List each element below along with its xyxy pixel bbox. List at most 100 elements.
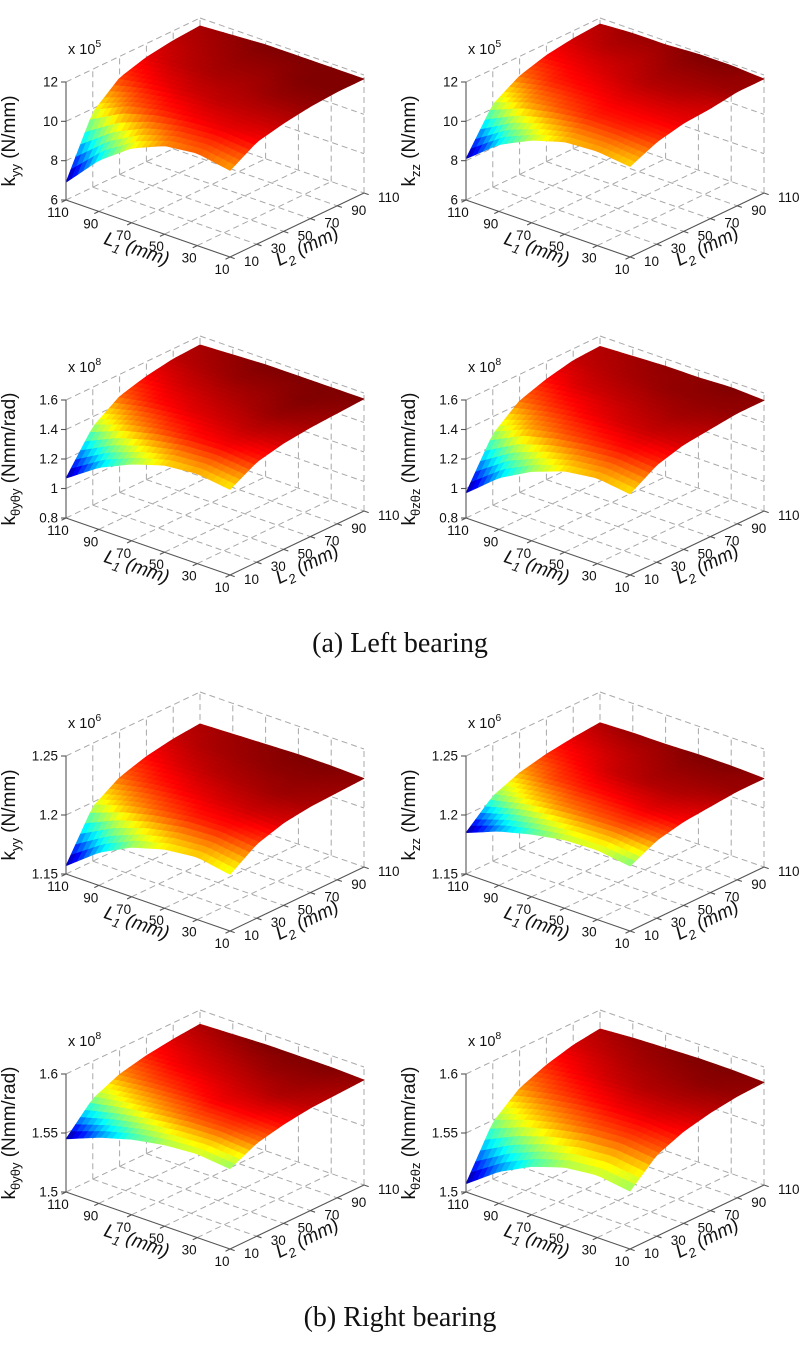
svg-text:70: 70 xyxy=(724,216,739,231)
svg-text:30: 30 xyxy=(271,559,286,574)
svg-text:30: 30 xyxy=(182,925,197,940)
svg-text:90: 90 xyxy=(483,216,498,231)
svg-text:1.2: 1.2 xyxy=(439,452,458,467)
surface-plot-right-ktheta-z: 1.5 1.55 1.6 110 90 70 50 30 10 10 30 50 70 90 110 x 10… xyxy=(400,996,800,1296)
svg-text:90: 90 xyxy=(83,216,98,231)
svg-text:1: 1 xyxy=(450,481,458,496)
svg-text:50: 50 xyxy=(698,546,713,561)
svg-text:110: 110 xyxy=(47,205,69,220)
svg-text:70: 70 xyxy=(116,228,131,243)
svg-text:1.6: 1.6 xyxy=(39,393,58,408)
svg-text:30: 30 xyxy=(582,251,597,266)
svg-text:1.25: 1.25 xyxy=(32,749,58,764)
svg-text:110: 110 xyxy=(47,879,69,894)
svg-text:90: 90 xyxy=(351,521,366,536)
surface-plot-left-ktheta-y: 0.8 1 1.2 1.4 1.6 110 90 70 50 30 10 10 30 50 70 90 110 x… xyxy=(0,322,400,622)
svg-text:110: 110 xyxy=(378,864,400,879)
surface-plot-right-kyy: 1.15 1.2 1.25 110 90 70 50 30 10 10 30 50 70 90 110 x 1… xyxy=(0,678,400,978)
svg-text:30: 30 xyxy=(582,569,597,584)
svg-text:x 108: x 108 xyxy=(468,356,501,376)
svg-text:x 106: x 106 xyxy=(68,712,101,732)
svg-text:x 108: x 108 xyxy=(68,356,101,376)
section-left-bearing: 6 8 10 12 110 90 70 50 30 10 10 30 50 70 90 110 x 105 kyy… xyxy=(0,4,800,666)
svg-text:50: 50 xyxy=(298,546,313,561)
svg-text:6: 6 xyxy=(50,193,58,208)
svg-text:50: 50 xyxy=(298,902,313,917)
svg-text:10: 10 xyxy=(644,254,659,269)
svg-text:30: 30 xyxy=(271,915,286,930)
svg-text:1.2: 1.2 xyxy=(39,452,58,467)
caption-left-bearing: (a) Left bearing xyxy=(312,628,488,659)
surface-plot-left-kzz-canvas: 6 8 10 12 110 90 70 50 30 10 10 30 50 70 90 110 x 105 kzz… xyxy=(400,17,800,277)
svg-text:10: 10 xyxy=(214,262,229,277)
svg-text:70: 70 xyxy=(724,534,739,549)
svg-text:50: 50 xyxy=(549,239,564,254)
left-bearing-plot-grid: 6 8 10 12 110 90 70 50 30 10 10 30 50 70 90 110 x 105 kyy… xyxy=(0,4,800,622)
surface-plot-right-ktheta-y: 1.5 1.55 1.6 110 90 70 50 30 10 10 30 50 70 90 110 x 10… xyxy=(0,996,400,1296)
caption-right-bearing: (b) Right bearing xyxy=(303,1302,497,1333)
svg-text:30: 30 xyxy=(182,569,197,584)
svg-text:90: 90 xyxy=(351,877,366,892)
surface-plot-left-ktheta-z: 0.8 1 1.2 1.4 1.6 110 90 70 50 30 10 10 30 50 70 90 110 x… xyxy=(400,322,800,622)
svg-text:1.15: 1.15 xyxy=(32,867,58,882)
svg-text:10: 10 xyxy=(244,572,259,587)
svg-text:70: 70 xyxy=(116,902,131,917)
surface-plot-right-kyy-canvas: 1.15 1.2 1.25 110 90 70 50 30 10 10 30 50 70 90 110 x 1… xyxy=(0,691,400,951)
svg-text:x 105: x 105 xyxy=(68,38,101,58)
svg-text:70: 70 xyxy=(516,228,531,243)
svg-text:110: 110 xyxy=(778,508,800,523)
svg-text:1.2: 1.2 xyxy=(39,808,58,823)
svg-text:70: 70 xyxy=(324,534,339,549)
svg-text:10: 10 xyxy=(244,928,259,943)
svg-text:50: 50 xyxy=(549,557,564,572)
svg-text:kzz (N/mm): kzz (N/mm) xyxy=(400,95,423,186)
svg-text:10: 10 xyxy=(614,262,629,277)
svg-text:kθyθy (Nmm/rad): kθyθy (Nmm/rad) xyxy=(0,392,23,525)
svg-text:12: 12 xyxy=(443,75,458,90)
svg-text:0.8: 0.8 xyxy=(439,511,458,526)
surface-plot-left-kyy-canvas: 6 8 10 12 110 90 70 50 30 10 10 30 50 70 90 110 x 105 kyy… xyxy=(0,17,400,277)
svg-text:6: 6 xyxy=(450,193,458,208)
svg-text:70: 70 xyxy=(516,546,531,561)
svg-text:50: 50 xyxy=(298,228,313,243)
svg-text:12: 12 xyxy=(43,75,58,90)
svg-text:10: 10 xyxy=(43,114,58,129)
svg-text:10: 10 xyxy=(244,254,259,269)
svg-text:110: 110 xyxy=(378,190,400,205)
svg-text:8: 8 xyxy=(450,153,458,168)
surface-plot-left-kyy: 6 8 10 12 110 90 70 50 30 10 10 30 50 70 90 110 x 105 kyy… xyxy=(0,4,400,304)
svg-text:10: 10 xyxy=(644,572,659,587)
svg-text:kyy (N/mm): kyy (N/mm) xyxy=(0,769,23,860)
svg-text:30: 30 xyxy=(671,559,686,574)
svg-text:1.6: 1.6 xyxy=(439,393,458,408)
svg-text:10: 10 xyxy=(443,114,458,129)
svg-text:0.8: 0.8 xyxy=(39,511,58,526)
svg-text:110: 110 xyxy=(447,205,469,220)
svg-text:110: 110 xyxy=(47,523,69,538)
svg-text:30: 30 xyxy=(182,251,197,266)
svg-text:110: 110 xyxy=(378,508,400,523)
svg-text:30: 30 xyxy=(271,241,286,256)
right-bearing-plot-grid: 1.15 1.2 1.25 110 90 70 50 30 10 10 30 50 70 90 110 x 1… xyxy=(0,678,800,1296)
svg-text:10: 10 xyxy=(614,580,629,595)
svg-text:90: 90 xyxy=(751,521,766,536)
svg-text:1.4: 1.4 xyxy=(439,422,458,437)
svg-text:50: 50 xyxy=(149,239,164,254)
svg-text:10: 10 xyxy=(214,580,229,595)
svg-text:1: 1 xyxy=(50,481,58,496)
surface-plot-right-kzz: 1.15 1.2 1.25 110 90 70 50 30 10 10 30 50 70 90 110 x 1… xyxy=(400,678,800,978)
svg-text:8: 8 xyxy=(50,153,58,168)
svg-text:1.4: 1.4 xyxy=(39,422,58,437)
svg-text:kθzθz (Nmm/rad): kθzθz (Nmm/rad) xyxy=(400,392,423,525)
svg-text:90: 90 xyxy=(83,890,98,905)
svg-text:90: 90 xyxy=(483,534,498,549)
svg-text:110: 110 xyxy=(447,523,469,538)
svg-text:50: 50 xyxy=(149,913,164,928)
svg-text:70: 70 xyxy=(324,890,339,905)
svg-text:50: 50 xyxy=(698,228,713,243)
section-right-bearing: 1.15 1.2 1.25 110 90 70 50 30 10 10 30 50 70 90 110 x 1… xyxy=(0,678,800,1340)
svg-text:70: 70 xyxy=(116,546,131,561)
